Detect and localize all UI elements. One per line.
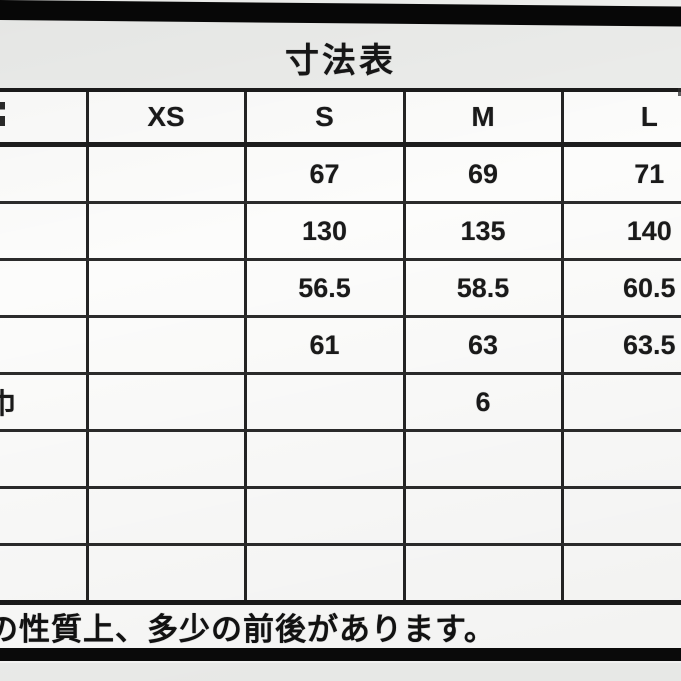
size-cell: 130 — [245, 202, 406, 261]
row-label-cell — [0, 144, 89, 204]
size-cell: 56.5 — [245, 259, 406, 318]
column-header-m: M — [404, 90, 564, 147]
size-cell — [87, 316, 247, 375]
size-cell — [562, 430, 681, 489]
size-cell — [562, 487, 681, 546]
size-cell — [87, 487, 247, 546]
column-header-s: S — [245, 90, 406, 147]
bottom-black-bar — [0, 648, 681, 661]
table-row: 67 69 71 — [0, 144, 681, 204]
size-cell — [404, 430, 564, 489]
size-cell: 63.5 — [562, 316, 681, 375]
size-table-wrap: XS S M L 67 69 71 130 135 — [0, 88, 681, 605]
table-row — [0, 544, 681, 605]
row-label-cell: 巾 — [0, 373, 89, 432]
size-cell: 71 — [562, 144, 681, 204]
size-cell: 140 — [562, 202, 681, 261]
size-cell — [87, 259, 247, 318]
size-cell — [87, 373, 247, 432]
row-label-cell — [0, 316, 89, 375]
table-row — [0, 430, 681, 489]
size-cell — [245, 544, 406, 605]
table-row: 130 135 140 — [0, 202, 681, 261]
table-row: 巾 6 — [0, 373, 681, 432]
size-cell: 60.5 — [562, 259, 681, 318]
header-row: XS S M L — [0, 90, 681, 147]
size-cell — [404, 487, 564, 546]
row-label-cell — [0, 259, 89, 318]
size-cell — [87, 430, 247, 489]
page-title: 寸法表 — [285, 41, 396, 80]
size-cell: 58.5 — [404, 259, 564, 318]
row-label-cell — [0, 430, 89, 489]
size-cell: 61 — [245, 316, 406, 375]
row-label-cell — [0, 202, 89, 261]
size-cell: 6 — [404, 373, 564, 432]
footer-note: の性質上、多少の前後があります。 — [0, 612, 496, 647]
size-cell — [404, 544, 564, 605]
size-cell: 67 — [245, 144, 406, 204]
size-cell — [245, 373, 406, 432]
row-label-cell — [0, 487, 89, 546]
size-cell — [245, 487, 406, 546]
footer-note-strip: の性質上、多少の前後があります。 — [0, 605, 681, 648]
row-label-cell — [0, 544, 89, 605]
size-table: XS S M L 67 69 71 130 135 — [0, 88, 681, 605]
column-header-label — [0, 90, 89, 147]
size-cell — [87, 544, 247, 605]
table-row: 56.5 58.5 60.5 — [0, 259, 681, 318]
size-cell — [562, 373, 681, 432]
bottom-photo-margin — [0, 661, 681, 681]
cropped-label-fragment — [0, 102, 5, 126]
size-cell: 63 — [404, 316, 564, 375]
column-header-l: L — [562, 90, 681, 147]
size-cell — [245, 430, 406, 489]
size-cell — [562, 544, 681, 605]
table-row: 61 63 63.5 — [0, 316, 681, 375]
table-row — [0, 487, 681, 546]
column-header-xs: XS — [87, 90, 247, 147]
size-cell — [87, 144, 247, 204]
size-cell — [87, 202, 247, 261]
row-label-haba: 巾 — [0, 388, 17, 419]
size-cell: 135 — [404, 202, 564, 261]
title-strip: 寸法表 — [0, 20, 681, 88]
size-cell: 69 — [404, 144, 564, 204]
